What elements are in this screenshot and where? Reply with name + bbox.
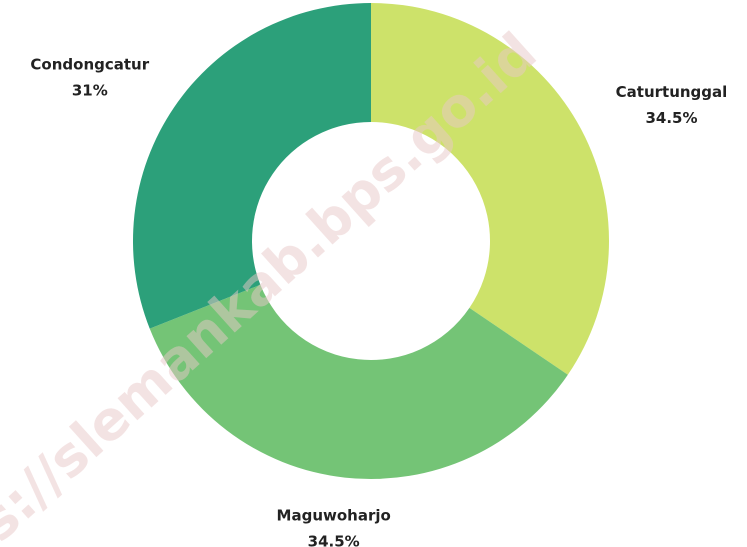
value-label: 34.5% <box>645 109 697 127</box>
slices <box>132 3 609 479</box>
slice-label: Maguwoharjo <box>277 507 391 525</box>
value-label: 31% <box>72 81 108 99</box>
slice-label: Condongcatur <box>30 55 149 73</box>
value-label: 34.5% <box>308 533 360 547</box>
slice-label: Caturtunggal <box>616 83 728 101</box>
slice <box>132 3 371 329</box>
slice <box>371 3 609 375</box>
slice <box>149 284 568 479</box>
